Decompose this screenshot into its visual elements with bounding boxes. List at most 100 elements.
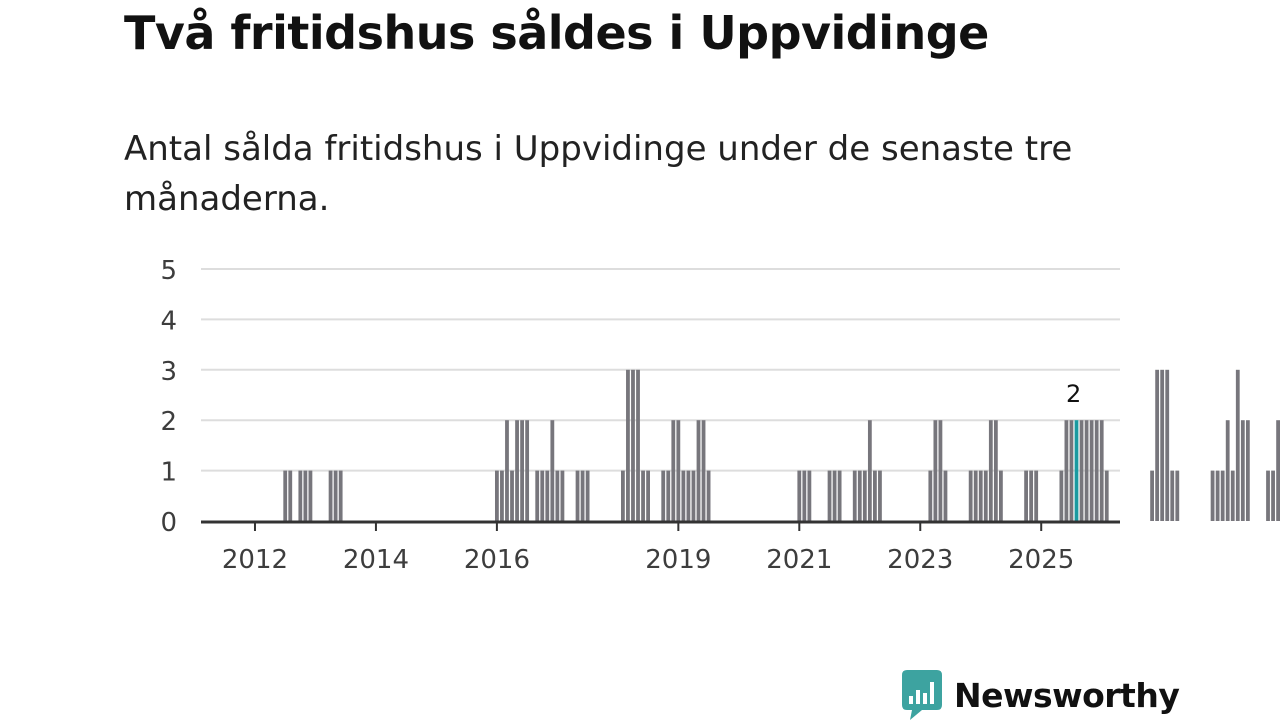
bar bbox=[857, 470, 862, 521]
bar bbox=[1266, 470, 1270, 521]
bar bbox=[308, 470, 313, 521]
brand-name: Newsworthy bbox=[954, 675, 1180, 715]
x-tick-label: 2023 bbox=[887, 545, 953, 575]
bar bbox=[1089, 420, 1094, 521]
bar bbox=[999, 470, 1003, 521]
bar bbox=[691, 470, 696, 521]
bar bbox=[1225, 420, 1230, 521]
bar bbox=[575, 470, 580, 521]
bar bbox=[515, 420, 519, 521]
bar bbox=[646, 470, 650, 521]
bar bbox=[303, 470, 308, 521]
y-tick-label: 1 bbox=[160, 458, 177, 488]
bar bbox=[540, 470, 545, 521]
bar bbox=[1024, 470, 1028, 521]
y-tick-label: 4 bbox=[160, 306, 177, 336]
bar bbox=[867, 420, 872, 521]
bar bbox=[797, 470, 802, 521]
brand-logo: Newsworthy bbox=[902, 670, 1180, 720]
gridlines bbox=[201, 268, 1120, 472]
bar bbox=[1069, 420, 1074, 521]
x-tick-label: 2019 bbox=[645, 545, 711, 575]
bar bbox=[1175, 470, 1180, 521]
bar bbox=[1210, 470, 1215, 521]
bar bbox=[1230, 470, 1235, 521]
bar bbox=[1271, 470, 1275, 521]
bar bbox=[641, 470, 645, 521]
newsworthy-logo-icon bbox=[902, 670, 942, 720]
data-label-latest: 2 bbox=[1066, 380, 1081, 408]
bar bbox=[1104, 470, 1109, 521]
bar bbox=[827, 470, 832, 521]
bar bbox=[520, 420, 524, 521]
bar bbox=[837, 470, 842, 521]
bar bbox=[1029, 470, 1034, 521]
bar bbox=[1155, 369, 1160, 521]
bar bbox=[943, 470, 948, 521]
bar bbox=[1034, 470, 1039, 521]
bar bbox=[983, 470, 988, 521]
bars bbox=[283, 369, 1280, 521]
bar bbox=[1240, 420, 1245, 521]
bar bbox=[550, 420, 555, 521]
bar bbox=[1160, 369, 1165, 521]
bar bbox=[706, 470, 711, 521]
bar bbox=[701, 420, 706, 521]
bar bbox=[631, 369, 635, 521]
bar bbox=[1235, 369, 1240, 521]
bar bbox=[661, 470, 666, 521]
bar bbox=[626, 369, 630, 521]
bar bbox=[525, 420, 530, 521]
bar bbox=[686, 470, 691, 521]
bar bbox=[878, 470, 882, 521]
bar bbox=[1215, 470, 1220, 521]
bar bbox=[988, 420, 993, 521]
bar bbox=[807, 470, 812, 521]
bar bbox=[968, 470, 973, 521]
bar bbox=[1245, 420, 1250, 521]
bar bbox=[852, 470, 857, 521]
axis-ticks: 0 1 2 3 4 5 2012 2014 2016 2019 2021 2023 2025 bbox=[160, 256, 1074, 575]
bar bbox=[580, 470, 585, 521]
bar bbox=[681, 470, 686, 521]
x-tick-label: 2012 bbox=[222, 545, 288, 575]
bar bbox=[993, 420, 998, 521]
x-tick-label: 2025 bbox=[1008, 545, 1074, 575]
chart-subtitle: Antal sålda fritidshus i Uppvidinge unde… bbox=[124, 129, 1073, 219]
bar bbox=[338, 470, 343, 521]
bar bbox=[1099, 420, 1104, 521]
bar bbox=[1059, 470, 1064, 521]
bar bbox=[500, 470, 504, 521]
bar bbox=[1150, 470, 1154, 521]
bar bbox=[1220, 470, 1225, 521]
bar bbox=[928, 470, 933, 521]
bar bbox=[832, 470, 837, 521]
bar bbox=[1084, 420, 1089, 521]
x-tick-label: 2016 bbox=[464, 545, 530, 575]
bar bbox=[862, 470, 867, 521]
chart-title: Två fritidshus såldes i Uppvidinge bbox=[124, 6, 989, 60]
bar bbox=[671, 420, 676, 521]
bar bbox=[510, 470, 514, 521]
bar bbox=[1079, 420, 1084, 521]
bar bbox=[555, 470, 560, 521]
bar bbox=[1170, 470, 1175, 521]
bar bbox=[1165, 369, 1170, 521]
bar bbox=[933, 420, 938, 521]
bar bbox=[560, 470, 565, 521]
bar bbox=[1276, 420, 1280, 521]
data-labels: 2 bbox=[1063, 378, 1083, 411]
y-tick-label: 5 bbox=[160, 256, 177, 286]
bar-highlight bbox=[1074, 420, 1079, 521]
x-tick-label: 2014 bbox=[343, 545, 409, 575]
bar bbox=[1064, 420, 1069, 521]
bar bbox=[938, 420, 943, 521]
bar bbox=[333, 470, 338, 521]
bar bbox=[973, 470, 978, 521]
bar bbox=[621, 470, 625, 521]
bar bbox=[283, 470, 288, 521]
x-tick-label: 2021 bbox=[766, 545, 832, 575]
bar bbox=[298, 470, 303, 521]
bar-chart: 0 1 2 3 4 5 2012 2014 2016 2019 2021 2023 2025 2 bbox=[160, 256, 1280, 575]
bar bbox=[696, 420, 701, 521]
